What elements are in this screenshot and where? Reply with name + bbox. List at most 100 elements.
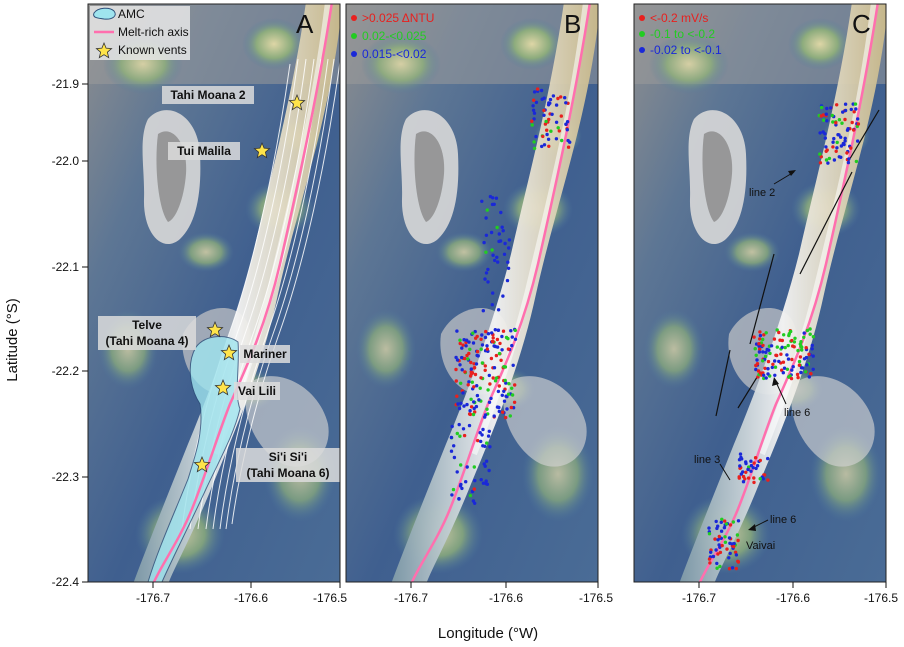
anomaly-point xyxy=(486,388,490,392)
anomaly-point xyxy=(470,489,475,494)
anomaly-point xyxy=(493,328,497,332)
anomaly-point xyxy=(497,384,501,388)
anomaly-point xyxy=(490,331,494,335)
anomaly-point xyxy=(460,346,464,350)
anomaly-point xyxy=(490,339,495,344)
anomaly-point xyxy=(811,367,815,371)
anomaly-point xyxy=(454,367,458,372)
anomaly-point xyxy=(491,253,495,257)
anomaly-point xyxy=(479,478,483,482)
anomaly-point xyxy=(532,117,536,121)
anomaly-point xyxy=(810,347,814,351)
anomaly-point xyxy=(846,160,851,165)
anomaly-point xyxy=(502,252,507,256)
anomaly-point xyxy=(752,480,756,485)
anomaly-point xyxy=(805,328,810,333)
panel-b-map xyxy=(346,2,598,584)
annotation-line-6-south: line 6 xyxy=(770,514,796,526)
anomaly-point xyxy=(535,87,540,91)
anomaly-point xyxy=(485,482,490,486)
anomaly-point xyxy=(486,280,490,284)
anomaly-point xyxy=(722,526,727,530)
anomaly-point xyxy=(505,407,509,411)
anomaly-point xyxy=(717,534,721,539)
anomaly-point xyxy=(472,362,476,366)
anomaly-point xyxy=(532,98,536,102)
anomaly-point xyxy=(488,382,492,386)
anomaly-point xyxy=(764,350,768,354)
anomaly-point xyxy=(559,95,563,99)
panel-label-b: B xyxy=(564,9,581,39)
anomaly-point xyxy=(762,333,766,337)
anomaly-point xyxy=(532,146,537,151)
anomaly-point xyxy=(503,378,507,383)
anomaly-point xyxy=(786,343,790,348)
anomaly-point xyxy=(752,461,756,465)
anomaly-point xyxy=(495,225,499,230)
anomaly-point xyxy=(504,381,508,385)
anomaly-point xyxy=(509,405,513,410)
anomaly-point xyxy=(449,449,454,453)
anomaly-point xyxy=(513,328,517,333)
anomaly-point xyxy=(532,111,537,115)
anomaly-point xyxy=(494,376,499,380)
anomaly-point xyxy=(455,358,460,362)
anomaly-point xyxy=(845,151,849,155)
anomaly-point xyxy=(818,131,822,135)
anomaly-point xyxy=(506,260,510,264)
anomaly-point xyxy=(758,347,762,351)
anomaly-point xyxy=(542,96,546,100)
anomaly-point xyxy=(736,538,740,543)
anomaly-point xyxy=(740,457,744,461)
anomaly-point xyxy=(506,347,511,351)
anomaly-point xyxy=(550,112,554,117)
anomaly-point xyxy=(486,267,490,272)
anomaly-point xyxy=(534,134,538,139)
anomaly-point xyxy=(728,523,733,527)
anomaly-point xyxy=(834,121,838,125)
y-tick-label: -22.1 xyxy=(52,260,80,274)
x-tick-label: -176.7 xyxy=(136,591,170,605)
anomaly-point xyxy=(497,232,501,236)
anomaly-point xyxy=(457,497,461,501)
anomaly-point xyxy=(766,372,770,376)
anomaly-point xyxy=(472,385,476,389)
anomaly-point xyxy=(751,466,755,470)
anomaly-point xyxy=(471,331,475,335)
y-axis: -21.9 -22.0 -22.1 -22.2 -22.3 -22.4 Lati… xyxy=(4,77,88,589)
anomaly-point xyxy=(835,140,839,145)
anomaly-point xyxy=(459,463,463,467)
melt-rich-axis-b xyxy=(410,4,591,582)
anomaly-point xyxy=(460,355,464,360)
legend-b-dot-icon xyxy=(351,15,357,21)
x-tick-label: -176.5 xyxy=(313,591,347,605)
amc-swatch-icon xyxy=(93,7,116,20)
legend-b-mid: 0.02-<0.025 xyxy=(362,29,427,43)
anomaly-point xyxy=(542,143,547,147)
anomaly-point xyxy=(804,355,809,360)
anomaly-point xyxy=(464,480,468,484)
anomaly-point xyxy=(507,246,511,250)
anomaly-point xyxy=(463,370,467,374)
anomaly-point xyxy=(513,337,518,341)
annotation-vaivai: Vaivai xyxy=(746,540,775,552)
anomaly-point xyxy=(727,536,732,540)
anomaly-point xyxy=(770,365,774,370)
anomaly-point xyxy=(564,101,568,105)
site-sisi-sub: (Tahi Moana 6) xyxy=(246,466,329,480)
anomaly-point xyxy=(500,348,504,352)
site-vai-lili: Vai Lili xyxy=(238,384,276,398)
legend-c-high: <-0.2 mV/s xyxy=(650,11,708,25)
anomaly-point xyxy=(539,88,544,93)
anomaly-point xyxy=(495,337,500,342)
legend-c-dot-icon xyxy=(639,47,645,53)
legend-b-dot-icon xyxy=(351,33,357,39)
anomaly-point xyxy=(831,120,835,124)
anomaly-point xyxy=(808,327,812,331)
anomaly-point xyxy=(736,519,741,523)
anomaly-point xyxy=(755,362,760,366)
anomaly-point xyxy=(775,345,779,349)
anomaly-point xyxy=(483,444,487,448)
anomaly-point xyxy=(541,134,545,139)
